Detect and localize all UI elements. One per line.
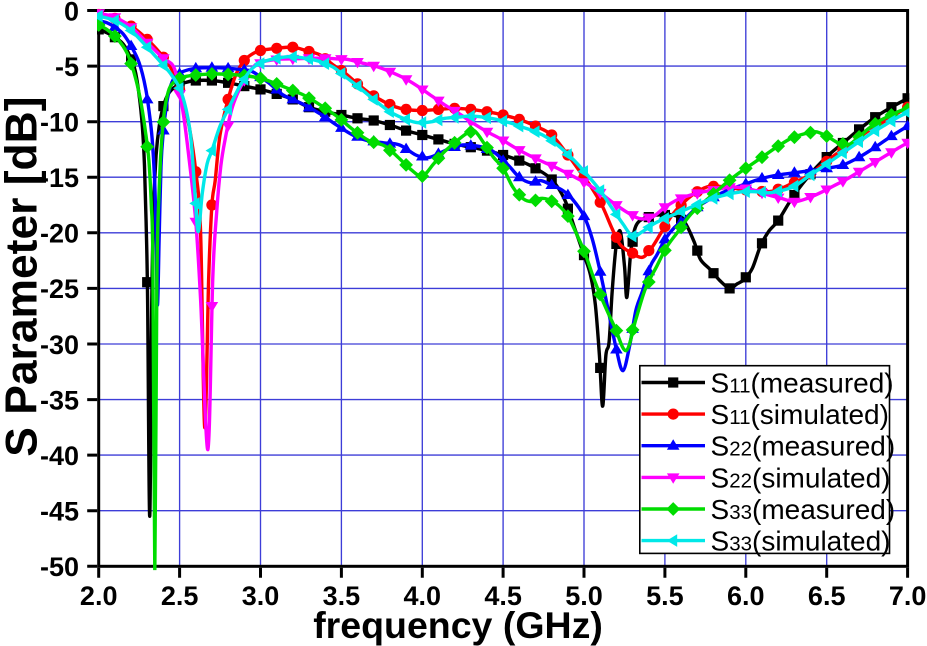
svg-text:6.5: 6.5 (808, 581, 846, 611)
svg-text:-40: -40 (40, 441, 79, 471)
svg-text:-10: -10 (40, 108, 79, 138)
svg-text:-20: -20 (40, 219, 79, 249)
svg-text:3.5: 3.5 (323, 581, 361, 611)
svg-text:0: 0 (64, 0, 79, 26)
svg-text:7.0: 7.0 (889, 581, 927, 611)
svg-text:S Parameter [dB]: S Parameter [dB] (0, 97, 47, 457)
svg-text:frequency (GHz): frequency (GHz) (313, 604, 603, 646)
svg-text:4.5: 4.5 (484, 581, 522, 611)
svg-text:4.0: 4.0 (404, 581, 442, 611)
svg-text:-50: -50 (40, 552, 79, 582)
svg-text:5.0: 5.0 (565, 581, 603, 611)
svg-text:5.5: 5.5 (646, 581, 684, 611)
svg-text:-5: -5 (55, 52, 79, 82)
svg-text:-35: -35 (40, 385, 79, 415)
svg-text:-25: -25 (40, 274, 79, 304)
svg-text:-30: -30 (40, 330, 79, 360)
svg-text:3.0: 3.0 (242, 581, 280, 611)
svg-text:S33(simulated): S33(simulated) (711, 526, 891, 557)
svg-text:-45: -45 (40, 497, 79, 527)
svg-text:2.5: 2.5 (161, 581, 199, 611)
svg-text:-15: -15 (40, 163, 79, 193)
svg-text:6.0: 6.0 (727, 581, 765, 611)
svg-text:2.0: 2.0 (80, 581, 118, 611)
